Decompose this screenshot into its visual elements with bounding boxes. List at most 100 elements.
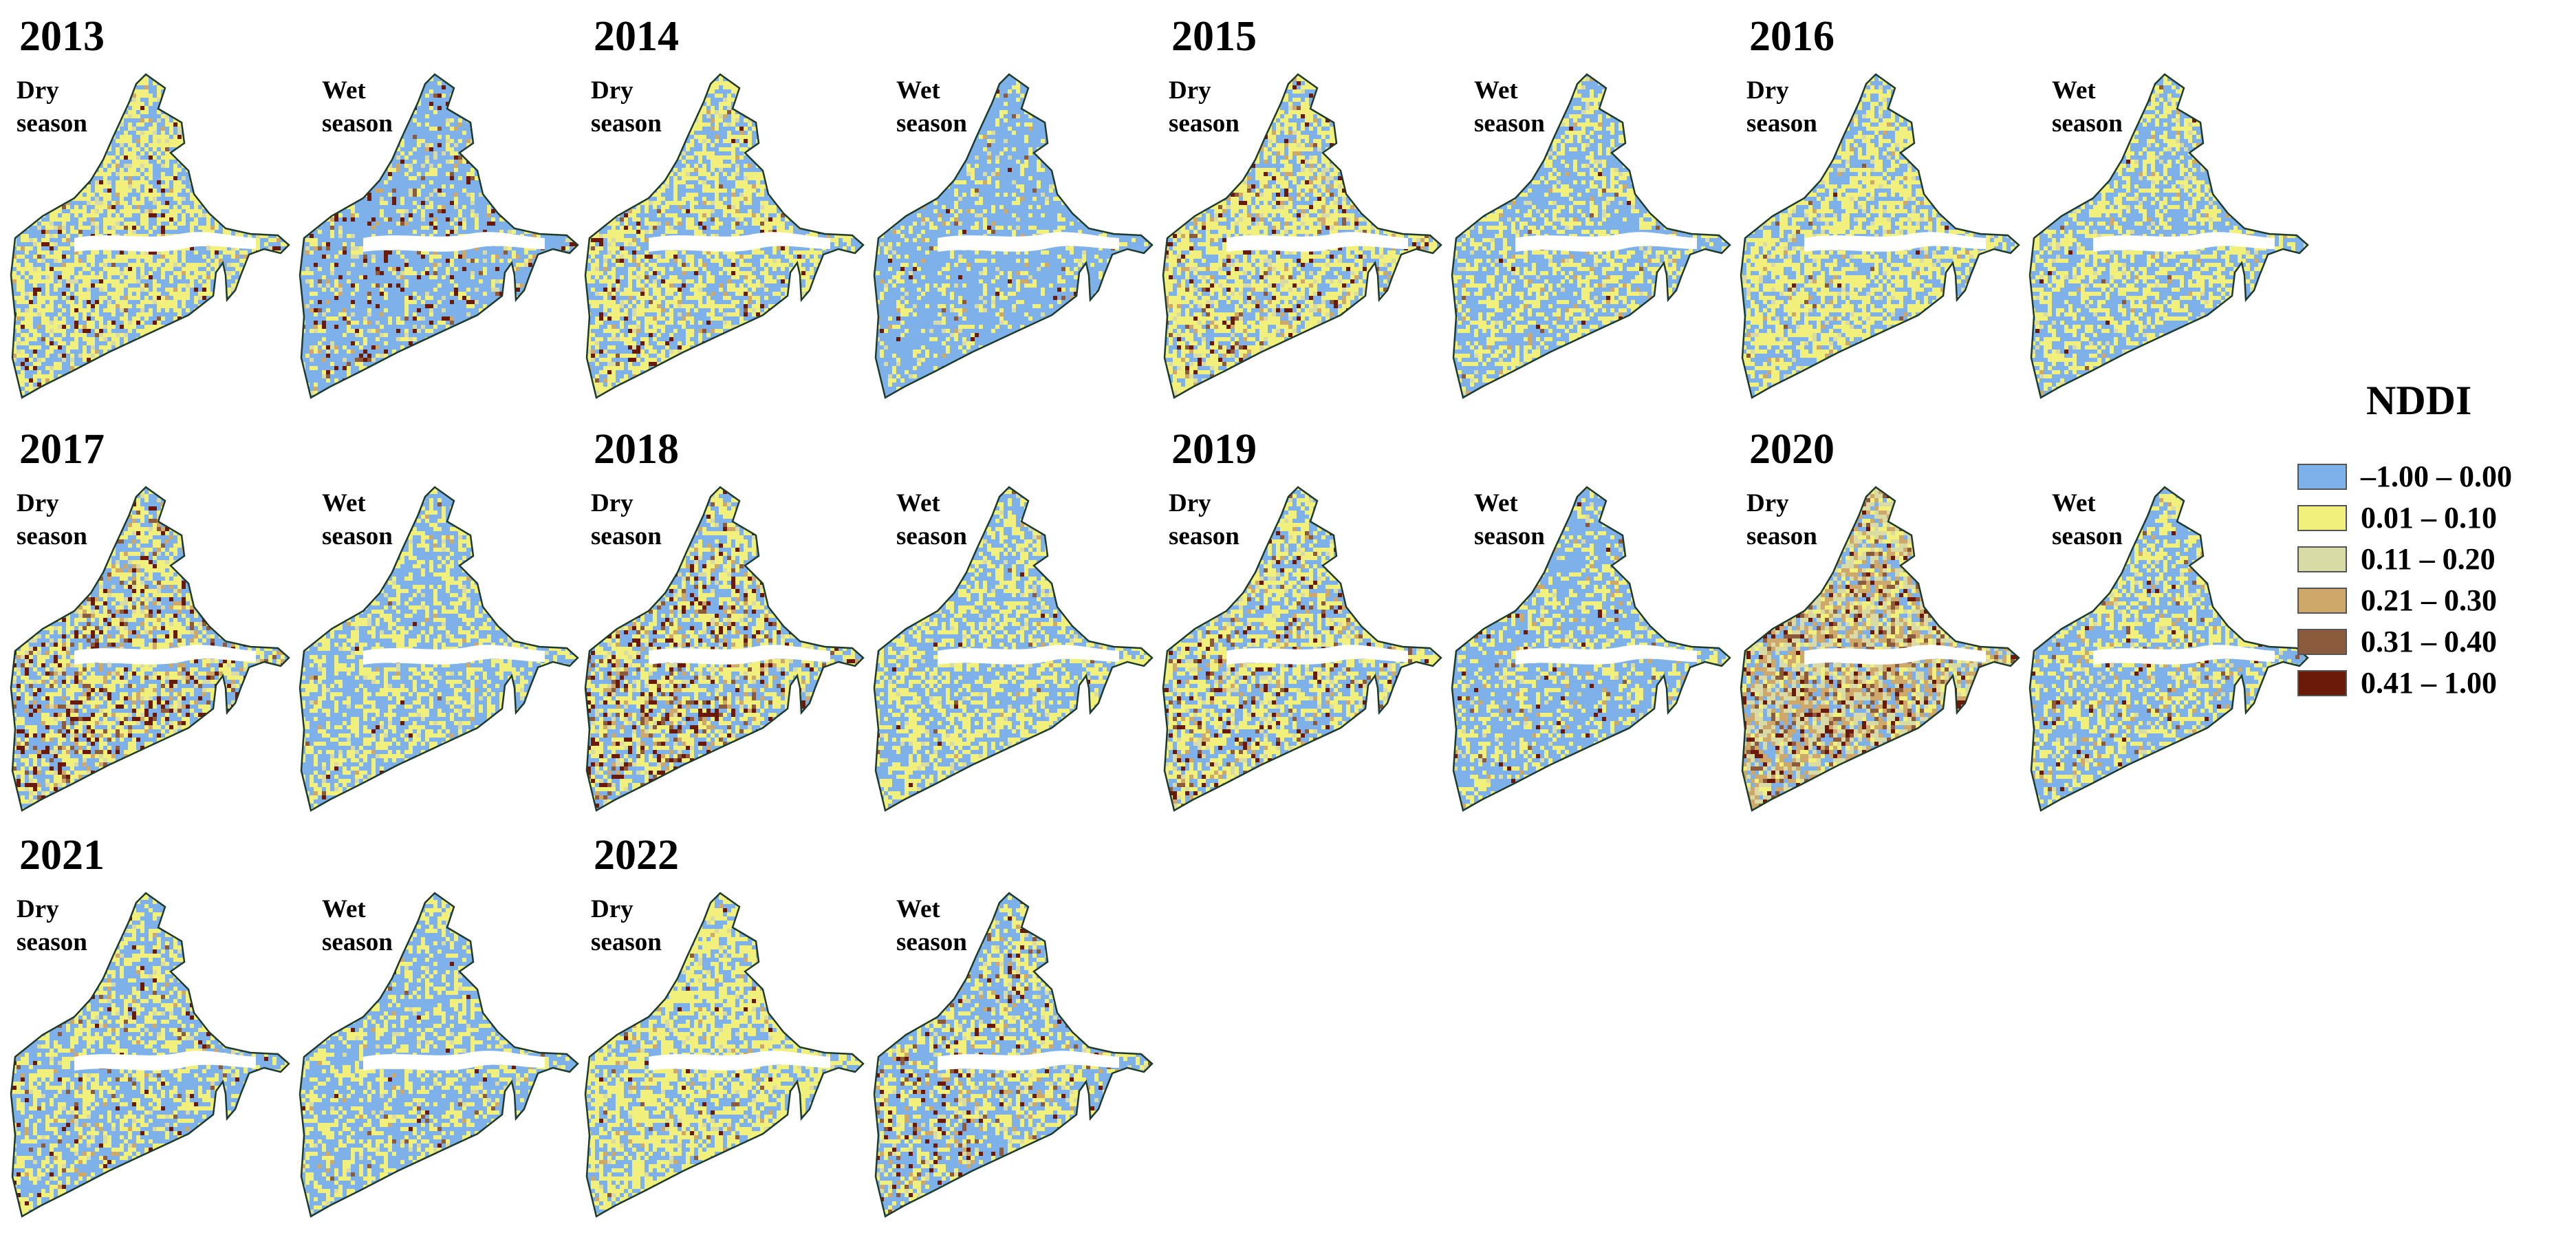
wet-season-map [299,892,579,1218]
wet-season-label: Wet season [896,74,1027,140]
region-outline [299,73,579,399]
river [649,232,830,252]
region-outline [873,486,1154,812]
season-label-line2: season [322,520,453,553]
legend-swatch [2297,505,2347,531]
season-label-line1: Wet [322,74,453,107]
legend-label: 0.31 – 0.40 [2361,625,2497,659]
season-label-line2: season [17,520,147,553]
legend-label: 0.41 – 1.00 [2361,666,2497,700]
river [938,645,1119,665]
river [2093,645,2275,665]
legend-label: 0.21 – 0.30 [2361,583,2497,618]
river [74,232,256,252]
season-label-line2: season [17,926,147,959]
river [363,645,545,665]
legend-swatch [2297,670,2347,696]
river [1226,232,1408,252]
dry-season-map [1162,486,1442,812]
season-label-line2: season [1169,107,1299,140]
river [2093,232,2275,252]
region-outline [10,486,290,812]
region-outline [1740,73,2020,399]
legend-swatch [2297,464,2347,490]
region-outline [1740,486,2020,812]
wet-season-map [2028,486,2309,812]
legend-swatch [2297,546,2347,572]
legend-label: –1.00 – 0.00 [2361,460,2512,494]
wet-season-map [873,486,1154,812]
wet-season-label: Wet season [2052,487,2183,553]
river [1515,232,1697,252]
season-label-line1: Wet [896,487,1027,520]
region-outline [299,486,579,812]
season-label-line2: season [17,107,147,140]
season-label-line1: Dry [1746,74,1877,107]
dry-season-label: Dry season [591,893,722,959]
season-label-line1: Wet [1474,74,1605,107]
season-label-line1: Wet [1474,487,1605,520]
wet-season-label: Wet season [1474,74,1605,140]
river [1804,232,1986,252]
region-outline [299,892,579,1218]
year-label: 2018 [594,428,679,471]
year-label: 2014 [594,15,679,58]
dry-season-label: Dry season [1746,74,1877,140]
legend-label: 0.01 – 0.10 [2361,501,2497,535]
wet-season-label: Wet season [2052,74,2183,140]
dry-season-label: Dry season [17,74,147,140]
season-label-line2: season [591,107,722,140]
region-outline [584,486,865,812]
region-outline [10,73,290,399]
region-outline [1162,486,1442,812]
season-label-line2: season [322,107,453,140]
year-label: 2020 [1749,428,1834,471]
season-label-line2: season [1746,107,1877,140]
season-label-line1: Wet [896,74,1027,107]
season-label-line1: Dry [17,74,147,107]
season-label-line1: Dry [591,74,722,107]
dry-season-map [1740,73,2020,399]
dry-season-label: Dry season [17,487,147,553]
season-label-line2: season [1746,520,1877,553]
region-outline [10,892,290,1218]
river [938,232,1119,252]
wet-season-label: Wet season [322,893,453,959]
wet-season-map [299,486,579,812]
dry-season-map [1162,73,1442,399]
season-label-line2: season [896,926,1027,959]
river [1515,645,1697,665]
season-label-line1: Dry [591,893,722,926]
wet-season-map [873,892,1154,1218]
season-label-line1: Dry [591,487,722,520]
region-outline [1451,486,1731,812]
season-label-line1: Dry [1169,487,1299,520]
river [1226,645,1408,665]
river [938,1051,1119,1071]
dry-season-map [10,486,290,812]
region-outline [2028,486,2309,812]
year-label: 2015 [1171,15,1257,58]
region-outline [584,892,865,1218]
river [1804,645,1986,665]
season-label-line1: Wet [2052,74,2183,107]
dry-season-label: Dry season [17,893,147,959]
season-label-line1: Wet [322,893,453,926]
dry-season-map [584,73,865,399]
year-label: 2019 [1171,428,1257,471]
season-label-line2: season [2052,520,2183,553]
dry-season-map [10,73,290,399]
wet-season-label: Wet season [1474,487,1605,553]
dry-season-label: Dry season [591,487,722,553]
dry-season-label: Dry season [591,74,722,140]
year-label: 2022 [594,834,679,877]
dry-season-label: Dry season [1746,487,1877,553]
legend-swatch [2297,629,2347,655]
dry-season-map [1740,486,2020,812]
dry-season-map [10,892,290,1218]
wet-season-label: Wet season [896,487,1027,553]
wet-season-map [299,73,579,399]
wet-season-label: Wet season [322,487,453,553]
season-label-line1: Dry [1746,487,1877,520]
